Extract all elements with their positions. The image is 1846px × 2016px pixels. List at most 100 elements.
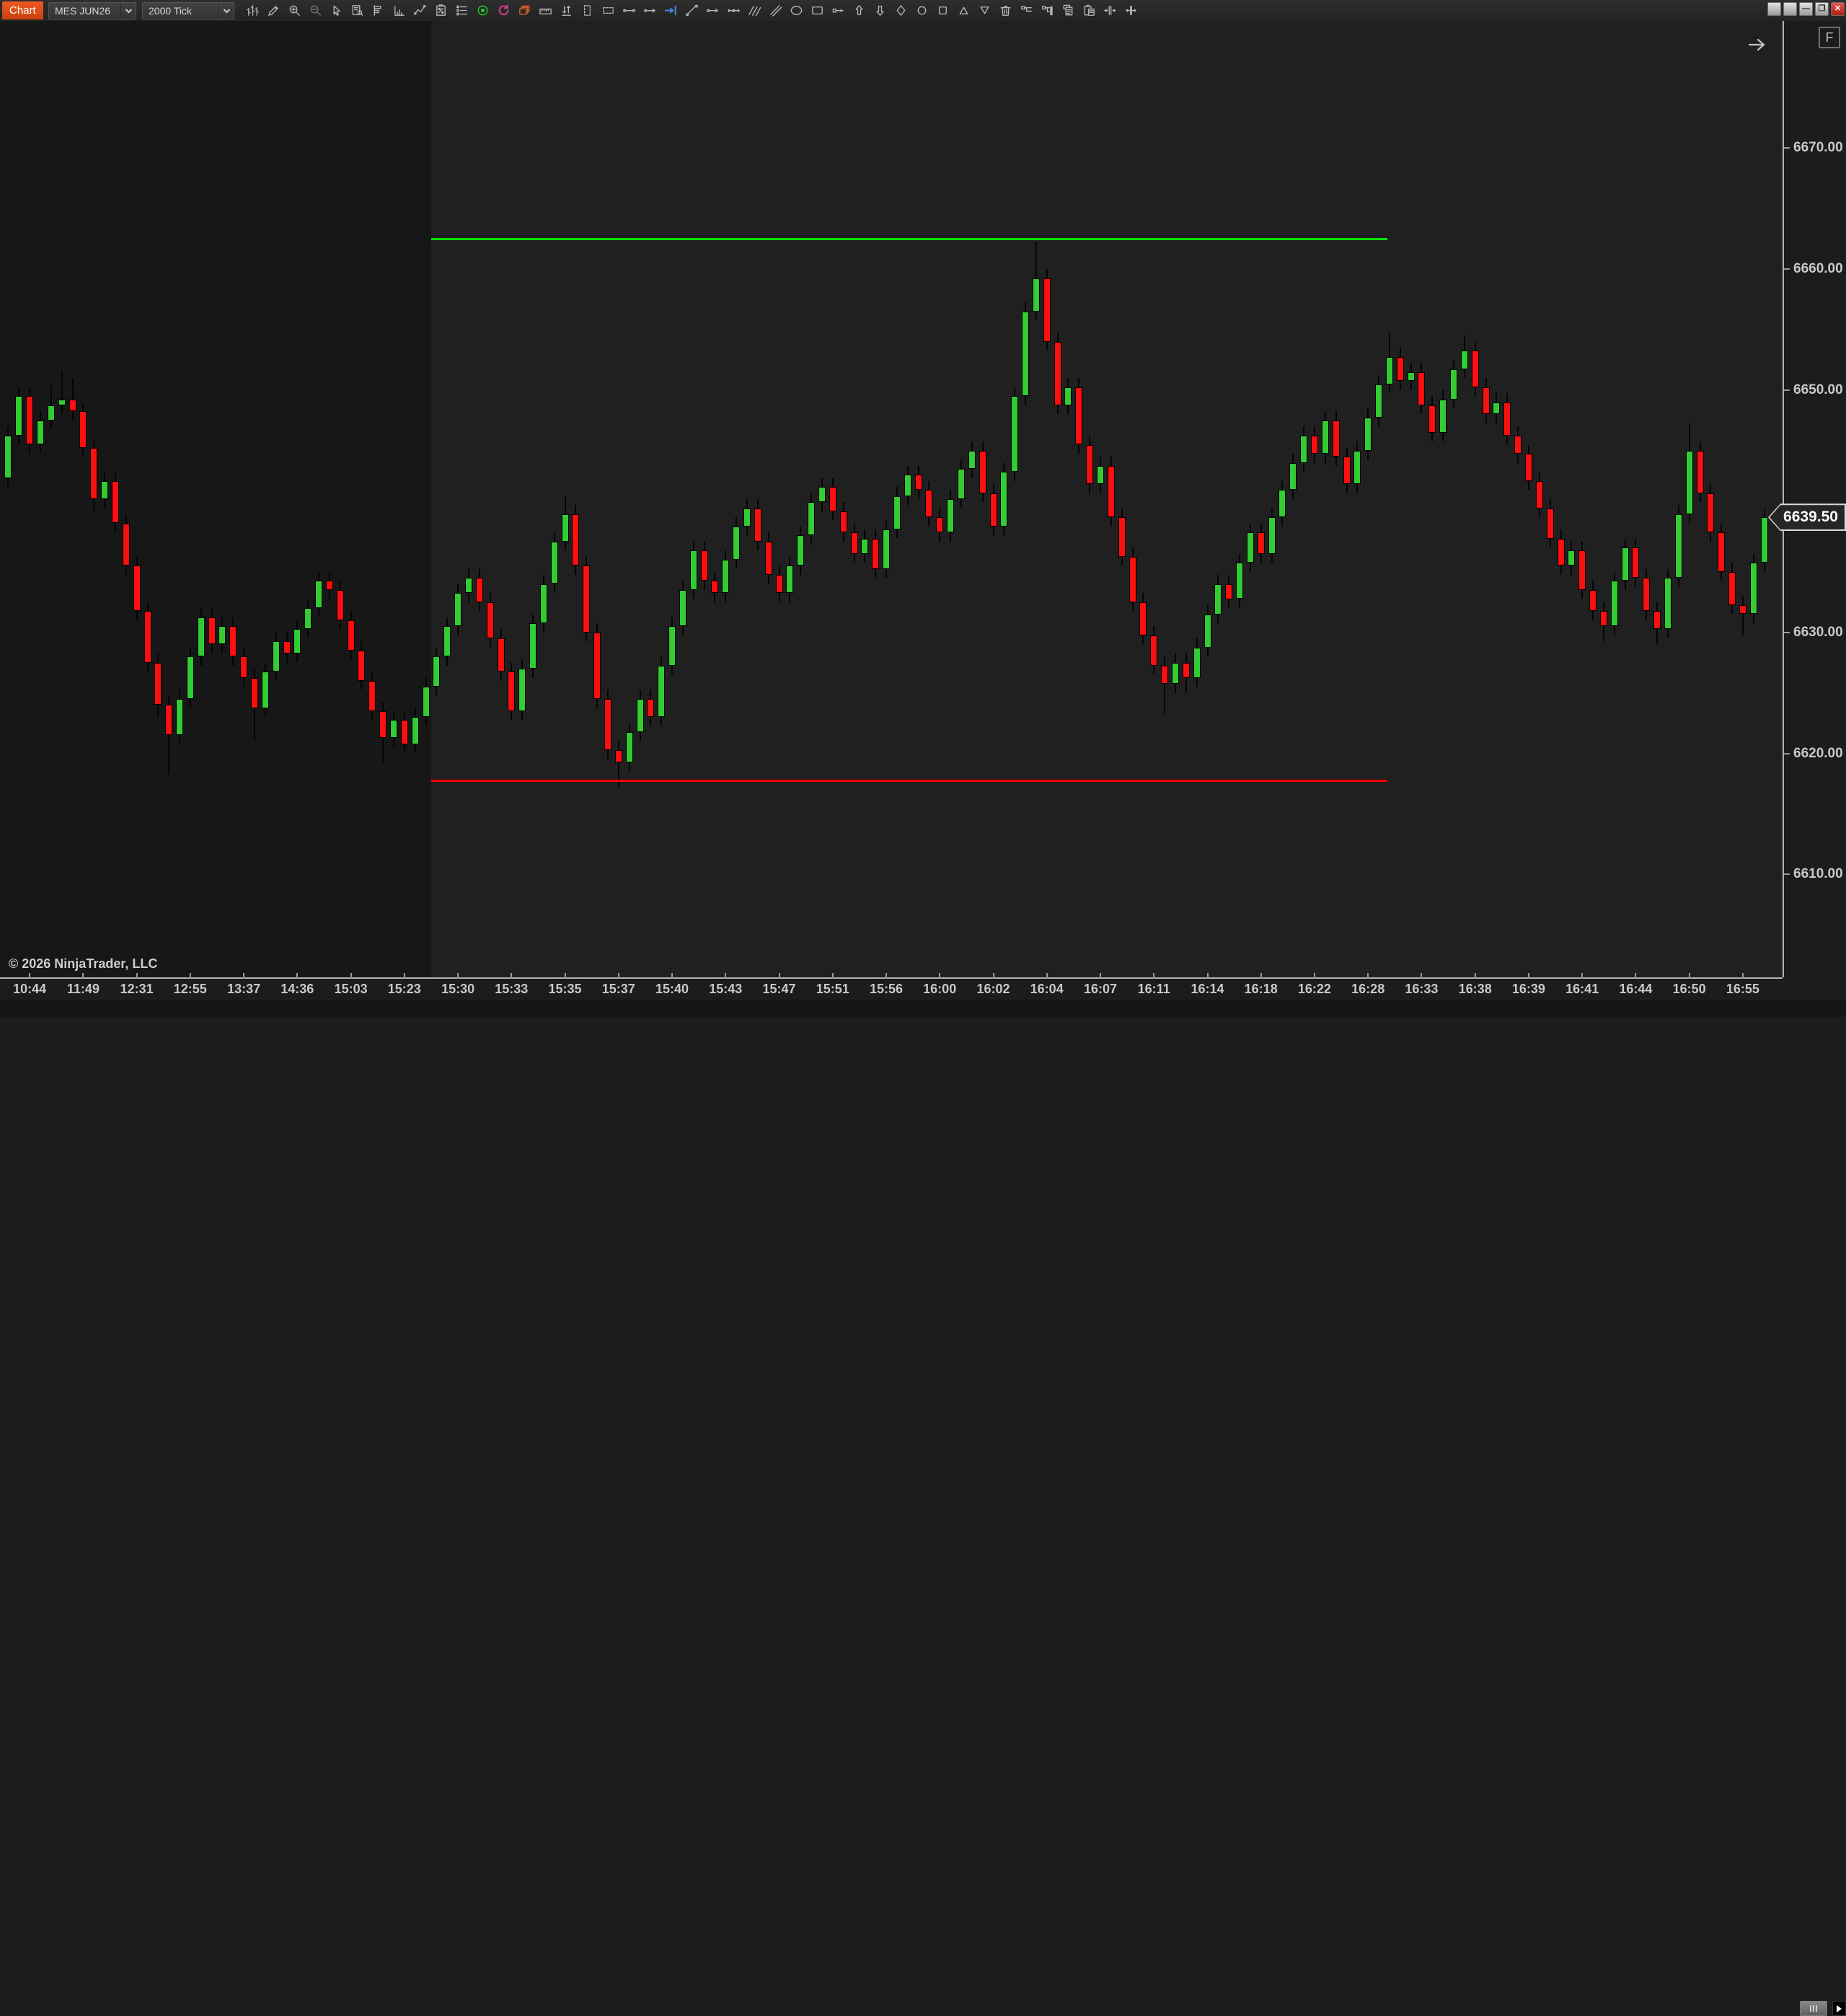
zoom-in-icon[interactable] bbox=[284, 1, 305, 20]
candle-body-down bbox=[401, 720, 408, 744]
candle-body-down bbox=[1075, 387, 1082, 445]
order-lines-icon[interactable] bbox=[1016, 1, 1037, 20]
zoom-out-icon[interactable] bbox=[305, 1, 326, 20]
diamond-icon[interactable] bbox=[891, 1, 911, 20]
scroll-right-button[interactable] bbox=[1832, 2001, 1846, 2016]
time-tick-label: 11:49 bbox=[67, 982, 100, 997]
low-line[interactable] bbox=[431, 780, 1387, 782]
circle-marker-icon[interactable] bbox=[911, 1, 932, 20]
candle-body-up bbox=[1386, 357, 1393, 384]
ruler-icon[interactable] bbox=[535, 1, 556, 20]
refresh-icon[interactable] bbox=[493, 1, 514, 20]
sort-arrows-icon[interactable] bbox=[556, 1, 577, 20]
minimize-button[interactable]: — bbox=[1799, 2, 1813, 16]
triangle-up-icon[interactable] bbox=[953, 1, 974, 20]
order-fill-icon[interactable] bbox=[1037, 1, 1058, 20]
go-to-last-bar-icon[interactable] bbox=[1745, 35, 1770, 54]
candle-body-down bbox=[69, 400, 76, 412]
candle-body-up bbox=[958, 469, 965, 499]
chart-objects-icon[interactable] bbox=[368, 1, 389, 20]
time-tick-label: 14:36 bbox=[281, 982, 314, 997]
candle-body-down bbox=[1161, 666, 1168, 684]
candle-body-down bbox=[1129, 557, 1136, 602]
close-button[interactable]: ✕ bbox=[1831, 2, 1845, 16]
price-tick bbox=[1784, 632, 1790, 633]
ray-icon[interactable] bbox=[640, 1, 661, 20]
candle-body-down bbox=[1043, 278, 1051, 342]
instrument-dropdown[interactable]: MES JUN26 bbox=[48, 2, 136, 19]
copy-icon[interactable] bbox=[1058, 1, 1079, 20]
extended-line-icon[interactable] bbox=[723, 1, 744, 20]
time-tick bbox=[1581, 973, 1583, 979]
strategy-analyzer-icon[interactable] bbox=[430, 1, 451, 20]
period-dropdown[interactable]: 2000 Tick bbox=[142, 2, 234, 19]
candle-body-down bbox=[1558, 539, 1565, 566]
triangle-down-icon[interactable] bbox=[974, 1, 995, 20]
collapse-bars-icon[interactable] bbox=[1100, 1, 1121, 20]
time-tick-label: 16:44 bbox=[1619, 982, 1652, 997]
cursor-icon[interactable] bbox=[326, 1, 347, 20]
candle-body-down bbox=[583, 565, 590, 632]
candle-body-down bbox=[1118, 517, 1126, 557]
restore-button[interactable]: ❐ bbox=[1815, 2, 1829, 16]
price-label-icon[interactable] bbox=[828, 1, 849, 20]
last-price-marker: 6639.50 bbox=[1768, 503, 1846, 531]
candle-body-down bbox=[572, 514, 579, 565]
zigzag-indicator-icon[interactable] bbox=[410, 1, 430, 20]
expand-bars-icon[interactable] bbox=[1121, 1, 1141, 20]
candle-body-down bbox=[701, 550, 708, 581]
paste-icon[interactable] bbox=[1079, 1, 1100, 20]
properties-list-icon[interactable] bbox=[451, 1, 472, 20]
parallel-channel-icon[interactable] bbox=[765, 1, 786, 20]
chart-plot-area[interactable]: © 2026 NinjaTrader, LLC bbox=[0, 21, 1783, 977]
time-tick bbox=[1207, 973, 1209, 979]
trash-icon[interactable] bbox=[995, 1, 1016, 20]
trend-line-icon[interactable] bbox=[681, 1, 702, 20]
rectangle-icon[interactable] bbox=[807, 1, 828, 20]
candle-body-down bbox=[990, 493, 997, 527]
candle-body-down bbox=[26, 396, 33, 444]
line-segment-icon[interactable] bbox=[619, 1, 640, 20]
layers-icon[interactable] bbox=[514, 1, 535, 20]
price-tick bbox=[1784, 753, 1790, 754]
candle-body-down bbox=[1707, 493, 1714, 533]
time-tick bbox=[565, 973, 566, 979]
toolbar: Chart MES JUN26 2000 Tick —❐✕ bbox=[0, 0, 1846, 22]
fixed-scale-button[interactable]: F bbox=[1819, 27, 1840, 48]
go-to-end-icon[interactable] bbox=[661, 1, 681, 20]
pencil-icon[interactable] bbox=[263, 1, 284, 20]
arrow-down-icon[interactable] bbox=[870, 1, 891, 20]
arrow-up-icon[interactable] bbox=[849, 1, 870, 20]
price-axis[interactable]: F 6670.006660.006650.006640.006630.00662… bbox=[1784, 21, 1846, 977]
time-tick-label: 16:28 bbox=[1351, 982, 1384, 997]
horizontal-marquee-icon[interactable] bbox=[598, 1, 619, 20]
time-tick bbox=[136, 973, 138, 979]
window-button-2[interactable] bbox=[1783, 2, 1797, 16]
parallel-lines-icon[interactable] bbox=[744, 1, 765, 20]
indicator-histogram-icon[interactable] bbox=[389, 1, 410, 20]
vertical-marquee-icon[interactable] bbox=[577, 1, 598, 20]
copyright-label: © 2026 NinjaTrader, LLC bbox=[9, 956, 157, 972]
candle-body-up bbox=[722, 560, 729, 593]
ellipse-icon[interactable] bbox=[786, 1, 807, 20]
window-button-1[interactable] bbox=[1767, 2, 1781, 16]
tab-chart[interactable]: Chart bbox=[2, 1, 43, 19]
candle-body-down bbox=[1525, 454, 1532, 481]
time-tick bbox=[1421, 973, 1422, 979]
candle-body-down bbox=[1739, 605, 1746, 615]
candle-body-up bbox=[1278, 490, 1286, 517]
scrollbar-thumb[interactable] bbox=[1800, 2001, 1827, 2016]
high-line[interactable] bbox=[431, 238, 1387, 240]
data-box-icon[interactable] bbox=[347, 1, 368, 20]
candle-body-down bbox=[1483, 387, 1490, 415]
bar-chart-icon[interactable] bbox=[242, 1, 263, 20]
horizontal-ray-icon[interactable] bbox=[702, 1, 723, 20]
last-price-marker-value: 6639.50 bbox=[1770, 505, 1845, 529]
time-tick bbox=[1528, 973, 1529, 979]
square-marker-icon[interactable] bbox=[932, 1, 953, 20]
time-tick bbox=[1689, 973, 1690, 979]
record-icon[interactable] bbox=[472, 1, 493, 20]
candle-body-up bbox=[187, 656, 194, 699]
time-tick-label: 15:47 bbox=[762, 982, 795, 997]
